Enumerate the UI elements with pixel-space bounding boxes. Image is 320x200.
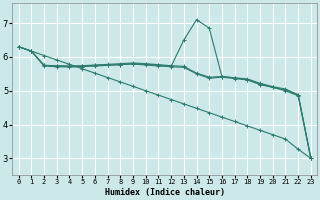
X-axis label: Humidex (Indice chaleur): Humidex (Indice chaleur) [105,188,225,197]
